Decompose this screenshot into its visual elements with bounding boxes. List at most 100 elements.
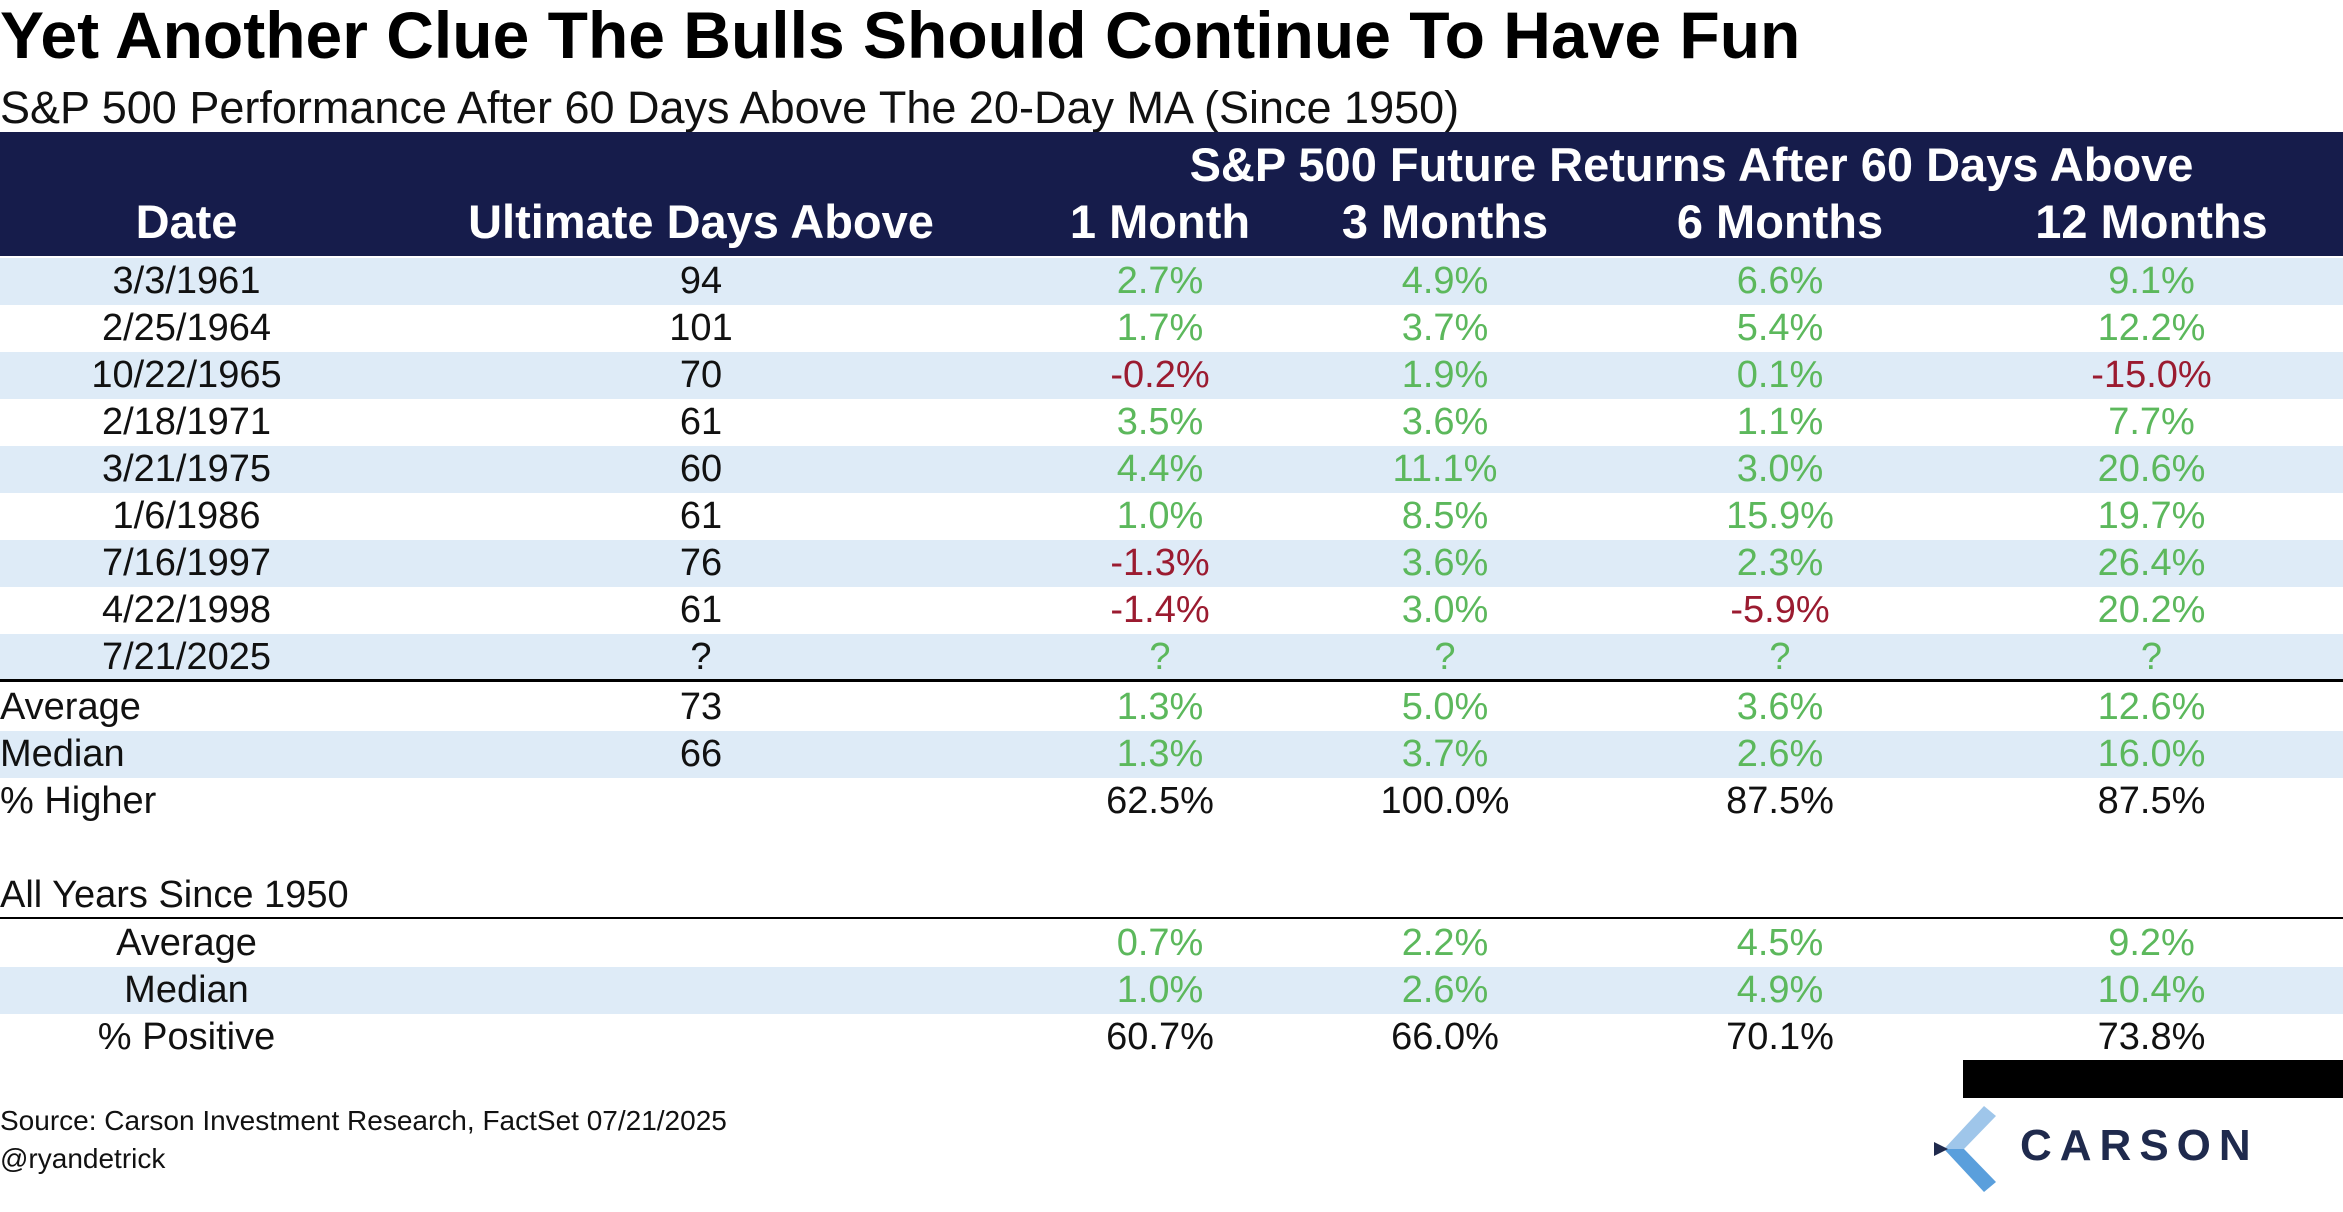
cell-3-months: 1.9%: [1401, 354, 1489, 396]
page-subtitle: S&P 500 Performance After 60 Days Above …: [0, 82, 1460, 133]
cell-1-month: 4.4%: [1116, 448, 1204, 490]
table-row: 1/6/1986 61 1.0% 8.5% 15.9% 19.7%: [0, 493, 2343, 540]
cell-date: 3/3/1961: [112, 260, 261, 302]
summary-1-month: 62.5%: [1106, 780, 1214, 822]
cell-1-month: 1.0%: [1116, 495, 1204, 537]
all-years-12-months: 73.8%: [2097, 1016, 2206, 1058]
all-years-6-months: 4.5%: [1736, 922, 1824, 964]
cell-12-months: 19.7%: [2097, 495, 2206, 537]
cell-date: 4/22/1998: [101, 589, 272, 631]
cell-date: 2/25/1964: [101, 307, 272, 349]
cell-6-months: 1.1%: [1736, 401, 1824, 443]
cell-1-month: -1.4%: [1110, 589, 1210, 631]
cell-6-months: ?: [1769, 636, 1791, 678]
all-years-label-cell: Average: [116, 922, 257, 964]
all-years-label-cell: Median: [124, 969, 249, 1011]
cell-1-month: -1.3%: [1110, 542, 1210, 584]
cell-days-above: 76: [679, 542, 723, 584]
all-years-1-month: 0.7%: [1116, 922, 1204, 964]
summary-1-month: 1.3%: [1116, 733, 1204, 775]
cell-date: 1/6/1986: [112, 495, 261, 537]
cell-12-months: 20.2%: [2097, 589, 2206, 631]
header-3-months: 3 Months: [1341, 195, 1549, 248]
cell-3-months: 4.9%: [1401, 260, 1489, 302]
cell-1-month: -0.2%: [1110, 354, 1210, 396]
cell-6-months: 0.1%: [1736, 354, 1824, 396]
summary-label: % Higher: [0, 780, 157, 822]
table-header: S&P 500 Future Returns After 60 Days Abo…: [0, 132, 2343, 256]
all-years-label: All Years Since 1950: [0, 874, 349, 916]
all-years-row: % Positive 60.7% 66.0% 70.1% 73.8%: [0, 1014, 2343, 1061]
author-handle: @ryandetrick: [0, 1143, 166, 1174]
page-title: Yet Another Clue The Bulls Should Contin…: [0, 0, 1801, 72]
summary-1-month: 1.3%: [1116, 686, 1204, 728]
summary-6-months: 2.6%: [1736, 733, 1824, 775]
carson-logo: CARSON: [1934, 1104, 2334, 1194]
header-1-month: 1 Month: [1069, 195, 1251, 248]
header-12-months: 12 Months: [2035, 195, 2268, 248]
all-years-3-months: 2.2%: [1401, 922, 1489, 964]
summary-3-months: 100.0%: [1380, 780, 1510, 822]
cell-3-months: ?: [1434, 636, 1456, 678]
cell-12-months: 7.7%: [2108, 401, 2195, 443]
all-years-row: Median 1.0% 2.6% 4.9% 10.4%: [0, 967, 2343, 1014]
summary-6-months: 87.5%: [1726, 780, 1834, 822]
cell-days-above: 61: [679, 589, 723, 631]
cell-3-months: 11.1%: [1392, 448, 1498, 490]
source-note: Source: Carson Investment Research, Fact…: [0, 1105, 727, 1136]
all-years-label-cell: % Positive: [97, 1016, 276, 1058]
cell-6-months: 15.9%: [1726, 495, 1834, 537]
summary-days-above: 73: [679, 686, 723, 728]
all-years-row: Average 0.7% 2.2% 4.5% 9.2%: [0, 920, 2343, 967]
table-row: 7/21/2025?????: [0, 634, 2343, 681]
all-years-rule: [0, 917, 2343, 919]
cell-date: 10/22/1965: [91, 354, 282, 396]
all-years-3-months: 2.6%: [1401, 969, 1489, 1011]
carson-chevron-icon: [1934, 1106, 1996, 1192]
cell-12-months: -15.0%: [2091, 354, 2212, 396]
summary-6-months: 3.6%: [1736, 686, 1824, 728]
cell-12-months: 26.4%: [2097, 542, 2206, 584]
summary-row: Median 66 1.3% 3.7% 2.6% 16.0%: [0, 731, 2343, 778]
table-row: 3/3/1961 94 2.7% 4.9% 6.6% 9.1%: [0, 258, 2343, 305]
cell-6-months: 2.3%: [1736, 542, 1824, 584]
cell-days-above: 60: [679, 448, 723, 490]
summary-row: Average 73 1.3% 5.0% 3.6% 12.6%: [0, 684, 2343, 731]
all-years-6-months: 70.1%: [1726, 1016, 1834, 1058]
cell-1-month: 2.7%: [1116, 260, 1204, 302]
logo-text: CARSON: [2020, 1121, 2259, 1170]
header-group-title: S&P 500 Future Returns After 60 Days Abo…: [1189, 138, 2194, 191]
header-6-months: 6 Months: [1676, 195, 1884, 248]
cell-date: 7/21/2025: [101, 636, 272, 678]
all-years-3-months: 66.0%: [1391, 1016, 1499, 1058]
all-years-12-months: 10.4%: [2097, 969, 2206, 1011]
summary-row: % Higher 62.5% 100.0% 87.5% 87.5%: [0, 778, 2343, 825]
all-years-6-months: 4.9%: [1736, 969, 1824, 1011]
summary-label: Median: [0, 733, 125, 775]
cell-days-above: 61: [679, 401, 723, 443]
cell-12-months: 20.6%: [2097, 448, 2206, 490]
summary-12-months: 87.5%: [2097, 780, 2206, 822]
cell-1-month: 1.7%: [1116, 307, 1204, 349]
cell-3-months: 3.0%: [1401, 589, 1489, 631]
cell-1-month: ?: [1149, 636, 1171, 678]
cell-12-months: 12.2%: [2097, 307, 2206, 349]
summary-label: Average: [0, 686, 141, 728]
cell-3-months: 3.7%: [1401, 307, 1489, 349]
cell-3-months: 8.5%: [1401, 495, 1489, 537]
header-date: Date: [135, 195, 238, 248]
cell-12-months: 9.1%: [2108, 260, 2195, 302]
cell-days-above: ?: [690, 636, 712, 678]
cell-12-months: ?: [2140, 636, 2163, 678]
table-row: 7/16/1997 76 -1.3% 3.6% 2.3% 26.4%: [0, 540, 2343, 587]
cell-6-months: 5.4%: [1736, 307, 1824, 349]
divider-rule: [0, 679, 2343, 682]
cell-6-months: 6.6%: [1736, 260, 1824, 302]
summary-days-above: [441, 778, 961, 825]
all-years-1-month: 60.7%: [1106, 1016, 1214, 1058]
table-row: 10/22/1965 70 -0.2% 1.9% 0.1% -15.0%: [0, 352, 2343, 399]
table-row: 2/18/1971 61 3.5% 3.6% 1.1% 7.7%: [0, 399, 2343, 446]
table-row: 2/25/1964 101 1.7% 3.7% 5.4% 12.2%: [0, 305, 2343, 352]
cell-date: 7/16/1997: [101, 542, 272, 584]
